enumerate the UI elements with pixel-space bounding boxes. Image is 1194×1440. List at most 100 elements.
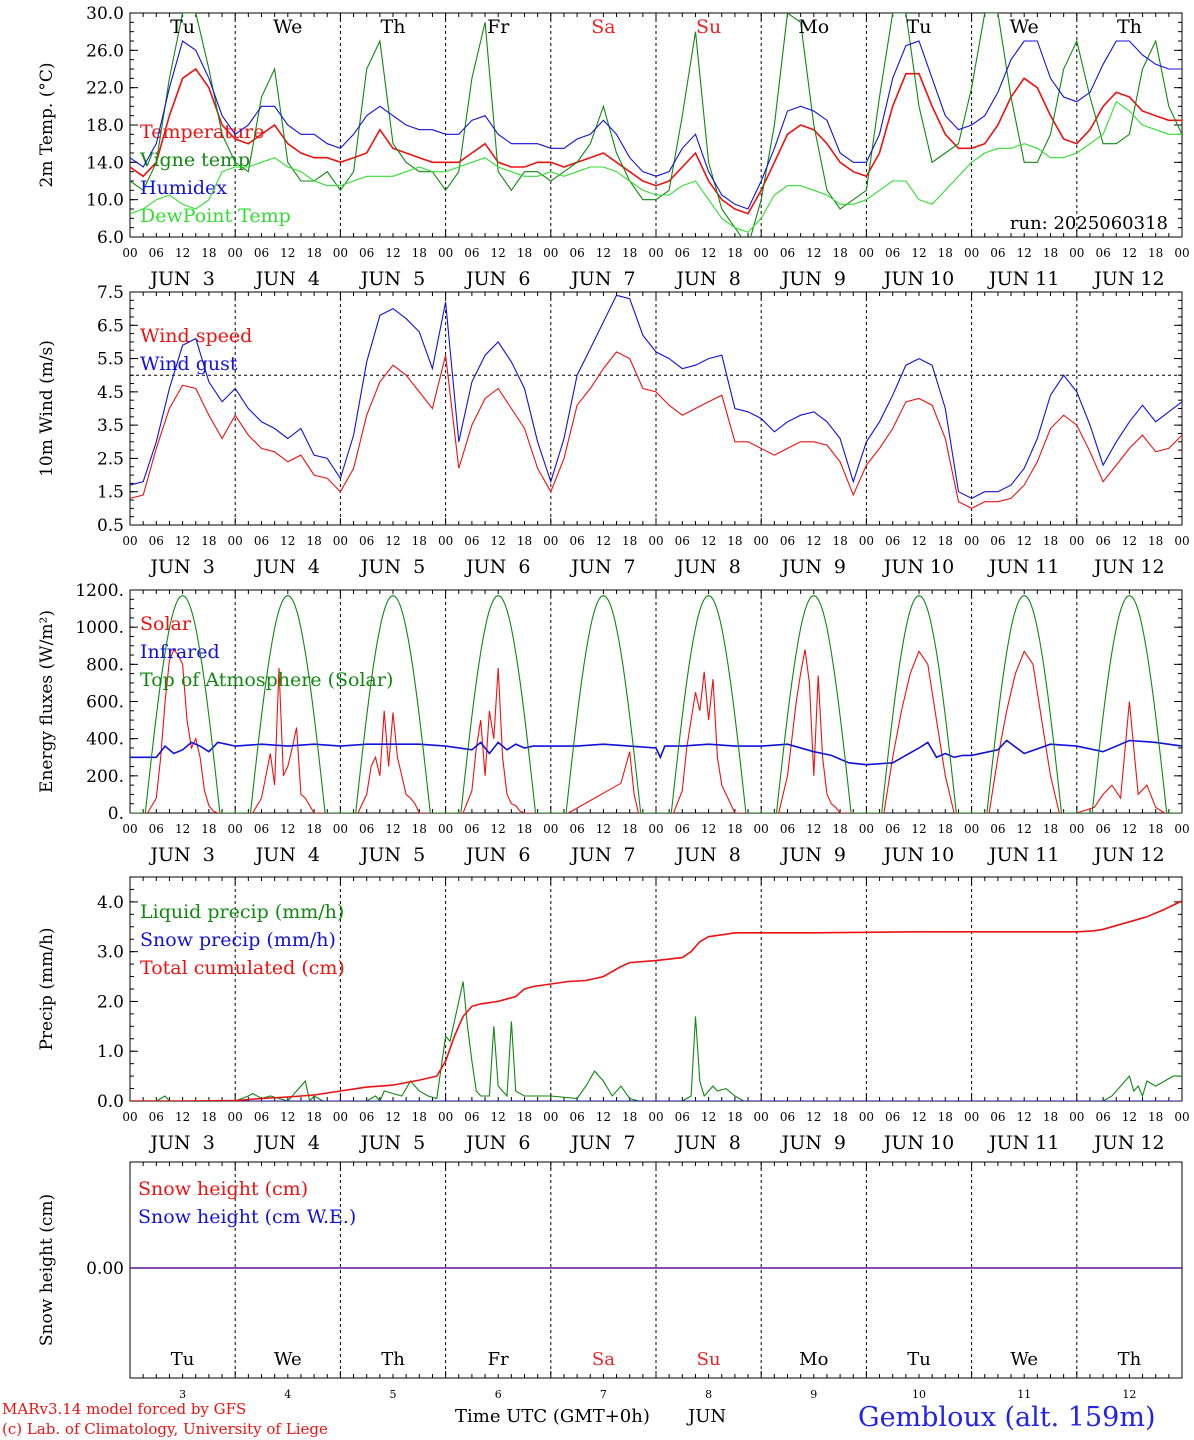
y-tick-label: 0.5 <box>97 516 124 536</box>
day-number-label: 11 <box>1017 1388 1031 1401</box>
legend-top-of-atmosphere-solar-: Top of Atmosphere (Solar) <box>140 669 393 691</box>
date-label: JUN 11 <box>987 556 1059 578</box>
hour-tick-label: 12 <box>280 246 295 260</box>
date-label: JUN 12 <box>1092 268 1164 290</box>
date-label: JUN 9 <box>780 268 846 290</box>
y-tick-label: 1000. <box>75 618 124 638</box>
hour-tick-label: 18 <box>832 246 847 260</box>
date-label: JUN 6 <box>464 556 530 578</box>
hour-tick-label: 00 <box>964 822 979 836</box>
hour-tick-label: 00 <box>543 1110 558 1124</box>
y-tick-label: 14.0 <box>86 153 124 173</box>
series-line-humidex <box>130 40 1182 210</box>
series-line-top-of-atmosphere-solar- <box>130 595 1182 813</box>
hour-tick-label: 06 <box>359 246 374 260</box>
hour-tick-label: 18 <box>517 246 532 260</box>
hour-tick-label: 18 <box>938 1110 953 1124</box>
hour-tick-label: 12 <box>491 534 506 548</box>
date-label: JUN 12 <box>1092 556 1164 578</box>
y-tick-label: 400. <box>86 730 124 750</box>
hour-tick-label: 00 <box>438 1110 453 1124</box>
hour-tick-label: 00 <box>754 246 769 260</box>
date-label: JUN 10 <box>882 844 954 866</box>
hour-tick-label: 18 <box>201 822 216 836</box>
hour-tick-label: 06 <box>885 246 900 260</box>
hour-tick-label: 06 <box>569 822 584 836</box>
legend-infrared: Infrared <box>140 641 220 663</box>
hour-tick-label: 00 <box>1069 246 1084 260</box>
hour-tick-label: 06 <box>675 246 690 260</box>
date-label: JUN 12 <box>1092 1132 1164 1154</box>
weekday-label-top: Mo <box>798 16 829 38</box>
hour-tick-label: 00 <box>754 1110 769 1124</box>
day-number-label: 3 <box>179 1388 186 1401</box>
day-number-label: 8 <box>705 1388 712 1401</box>
day-number-label: 5 <box>390 1388 397 1401</box>
hour-tick-label: 00 <box>228 1110 243 1124</box>
y-tick-label: 3.0 <box>97 943 124 963</box>
x-axis-label: Time UTC (GMT+0h) <box>455 1406 650 1427</box>
weekday-label-top: Sa <box>591 16 615 38</box>
hour-tick-label: 06 <box>464 246 479 260</box>
hour-tick-label: 06 <box>780 822 795 836</box>
hour-tick-label: 18 <box>1043 246 1058 260</box>
hour-tick-label: 18 <box>1043 534 1058 548</box>
legend-snow-precip-mm-h-: Snow precip (mm/h) <box>140 929 336 951</box>
y-tick-label: 7.5 <box>97 283 124 303</box>
hour-tick-label: 00 <box>543 246 558 260</box>
date-label: JUN 12 <box>1092 844 1164 866</box>
hour-tick-label: 12 <box>1017 534 1032 548</box>
plot-frame-2 <box>129 589 1183 814</box>
hour-tick-label: 06 <box>990 1110 1005 1124</box>
date-label: JUN 3 <box>148 844 214 866</box>
series-line-total-cumulated-cm- <box>130 900 1182 1101</box>
hour-tick-label: 12 <box>596 822 611 836</box>
weekday-label-top: We <box>1010 16 1039 38</box>
hour-tick-label: 18 <box>622 246 637 260</box>
y-tick-label: 6.5 <box>97 316 124 336</box>
hour-tick-label: 18 <box>201 1110 216 1124</box>
hour-tick-label: 12 <box>596 246 611 260</box>
date-label: JUN 5 <box>359 556 425 578</box>
date-label: JUN 4 <box>254 268 320 290</box>
date-label: JUN 3 <box>148 268 214 290</box>
y-tick-label: 10.0 <box>86 191 124 211</box>
hour-tick-label: 12 <box>385 534 400 548</box>
hour-tick-label: 00 <box>228 534 243 548</box>
y-tick-label: 1.0 <box>97 1042 124 1062</box>
weekday-label-bottom: We <box>1010 1349 1038 1370</box>
hour-tick-label: 00 <box>333 246 348 260</box>
hour-tick-label: 06 <box>1095 246 1110 260</box>
weekday-label-bottom: Th <box>381 1349 405 1370</box>
hour-tick-label: 06 <box>990 822 1005 836</box>
hour-tick-label: 18 <box>938 822 953 836</box>
date-label: JUN 10 <box>882 1132 954 1154</box>
hour-tick-label: 06 <box>254 1110 269 1124</box>
hour-tick-label: 18 <box>412 246 427 260</box>
weekday-label-bottom: Th <box>1118 1349 1142 1370</box>
hour-tick-label: 18 <box>727 822 742 836</box>
legend-temperature: Temperature <box>140 121 264 143</box>
hour-tick-label: 18 <box>832 1110 847 1124</box>
legend-dewpoint-temp: DewPoint Temp <box>140 205 291 227</box>
date-label: JUN 9 <box>780 556 846 578</box>
hour-tick-label: 06 <box>359 1110 374 1124</box>
hour-tick-label: 18 <box>412 1110 427 1124</box>
hour-tick-label: 12 <box>596 1110 611 1124</box>
hour-tick-label: 12 <box>385 1110 400 1124</box>
hour-tick-label: 00 <box>438 534 453 548</box>
hour-tick-label: 12 <box>596 534 611 548</box>
hour-tick-label: 18 <box>1043 1110 1058 1124</box>
date-label: JUN 7 <box>569 1132 635 1154</box>
hour-tick-label: 18 <box>201 246 216 260</box>
date-label: JUN 8 <box>674 1132 740 1154</box>
hour-tick-label: 00 <box>228 246 243 260</box>
weekday-label-bottom: We <box>274 1349 302 1370</box>
y-tick-label: 800. <box>86 655 124 675</box>
hour-tick-label: 06 <box>569 534 584 548</box>
hour-tick-label: 18 <box>1148 246 1163 260</box>
date-label: JUN 6 <box>464 268 530 290</box>
hour-tick-label: 12 <box>1122 246 1137 260</box>
hour-tick-label: 18 <box>517 1110 532 1124</box>
weekday-label-top: Su <box>696 16 721 38</box>
